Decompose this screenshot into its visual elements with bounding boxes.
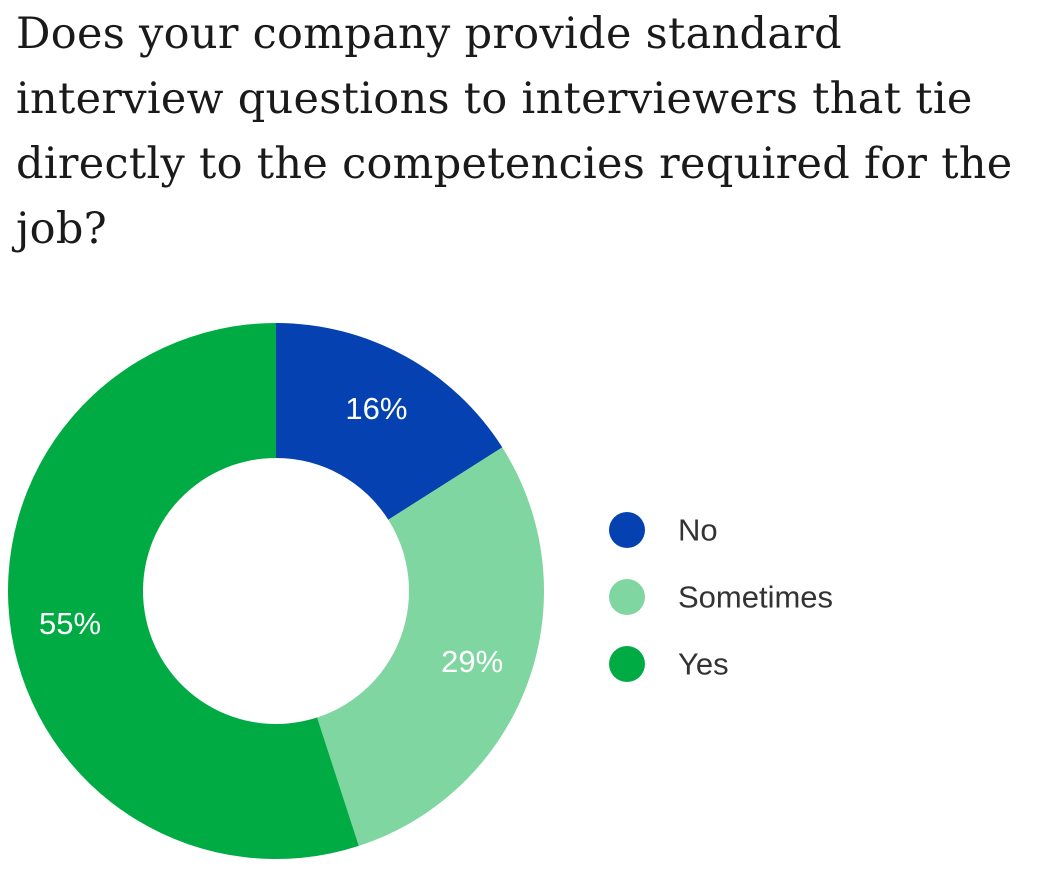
legend-swatch-sometimes	[609, 579, 645, 615]
donut-slices	[7, 323, 544, 859]
slice-no	[276, 323, 503, 520]
slice-labels: 16% 29% 55%	[39, 391, 503, 679]
slice-label-no: 16%	[345, 391, 407, 426]
slice-label-sometimes: 29%	[441, 644, 503, 679]
legend-label-no: No	[678, 513, 718, 548]
legend: No Sometimes Yes	[609, 512, 833, 682]
slice-yes	[7, 323, 359, 859]
chart-title: Does your company provide standard inter…	[16, 9, 1013, 254]
legend-swatch-no	[609, 512, 645, 548]
slice-sometimes	[317, 447, 544, 846]
legend-swatch-yes	[609, 646, 645, 682]
slice-label-yes: 55%	[39, 606, 101, 641]
legend-label-yes: Yes	[678, 647, 729, 682]
legend-label-sometimes: Sometimes	[678, 580, 833, 615]
